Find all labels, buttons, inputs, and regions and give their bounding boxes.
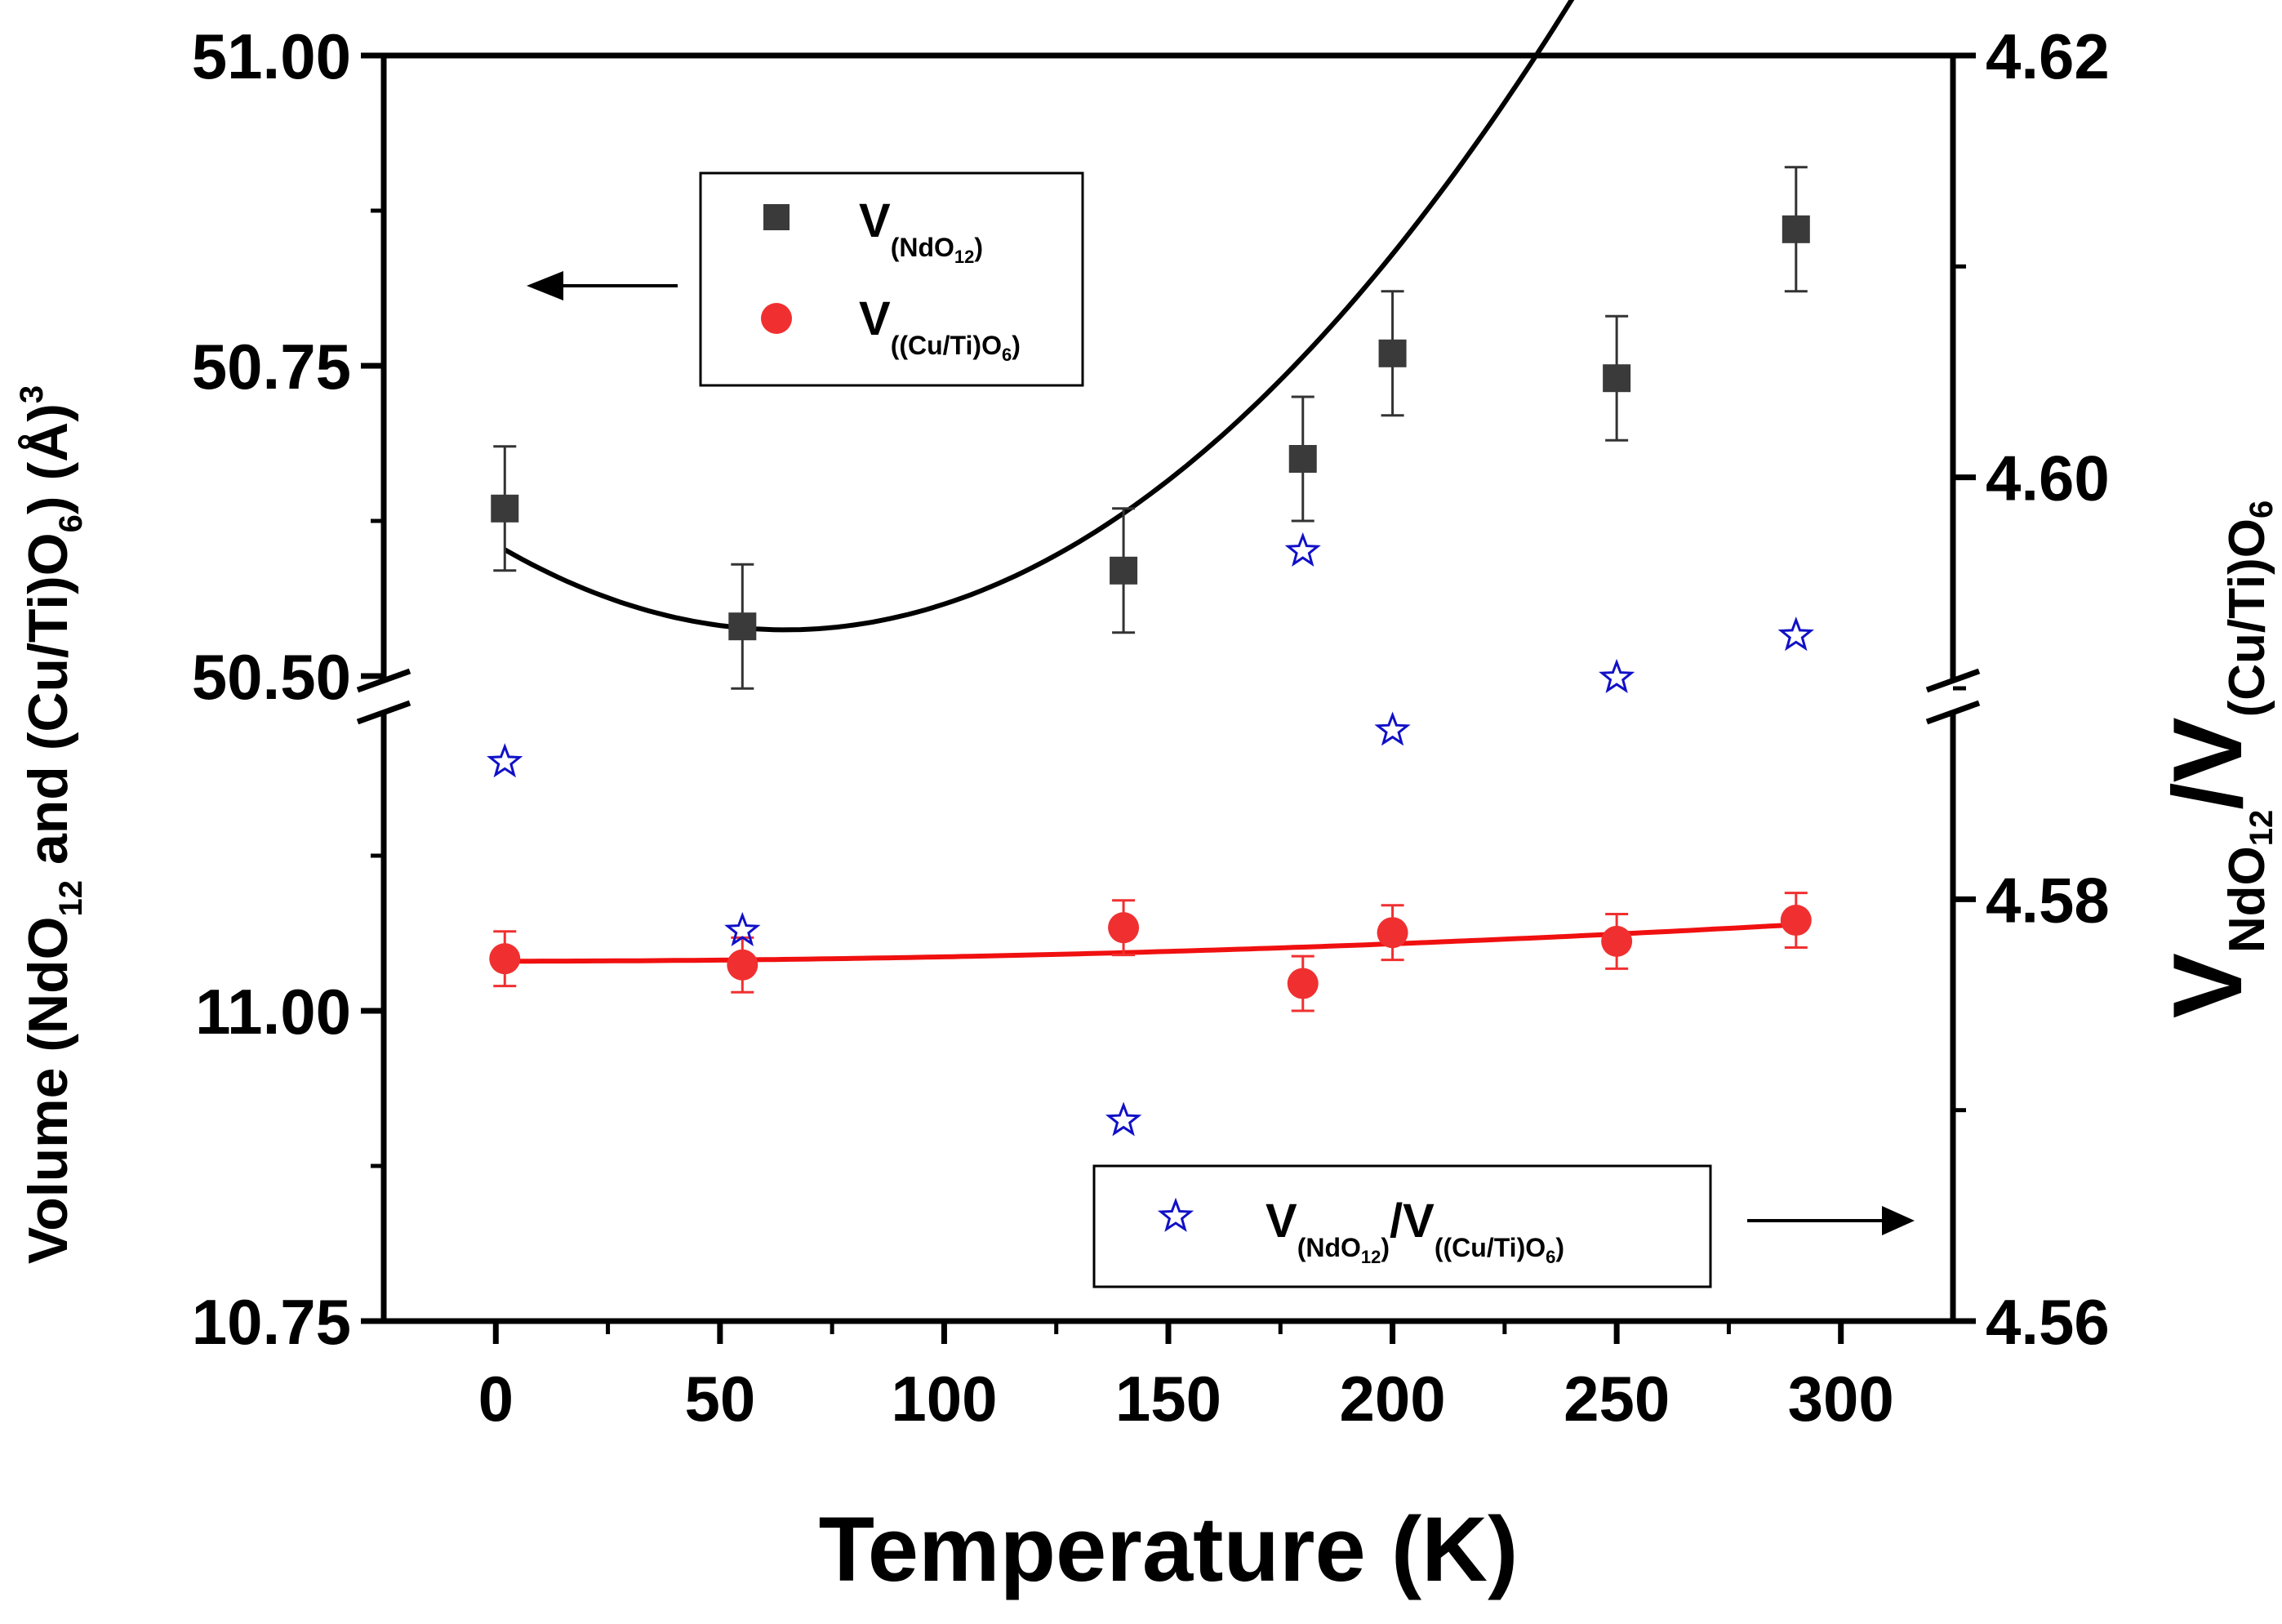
plot-frame <box>356 52 1981 1324</box>
legend-square-marker <box>763 204 790 230</box>
x-tick-label: 50 <box>684 1363 755 1435</box>
legend-ratio-sub1end: ) <box>1381 1233 1390 1262</box>
left-tick-label: 10.75 <box>192 1286 351 1358</box>
x-tick-label: 100 <box>891 1363 997 1435</box>
point-ndo12 <box>1782 215 1810 243</box>
right-tick-label: 4.62 <box>1986 20 2110 92</box>
legend-row2-sub: ((Cu/Ti)O <box>891 331 1002 360</box>
legend-ratio-sub2num: 6 <box>1546 1247 1555 1267</box>
x-tick-label: 200 <box>1340 1363 1446 1435</box>
legend-star-marker <box>1157 1197 1194 1232</box>
point-ndo12 <box>491 494 519 523</box>
point-ratio <box>1599 658 1635 693</box>
point-cutio6 <box>1780 905 1812 937</box>
point-cutio6 <box>1377 917 1408 949</box>
left-axis-title-sup: 3 <box>14 385 50 403</box>
right-axis-arrow <box>1747 1206 1915 1235</box>
right-axis-arrow-head <box>1882 1206 1915 1235</box>
legend-ratio-sub2: ((Cu/Ti)O <box>1435 1233 1546 1262</box>
legend-ratio-sub1num: 12 <box>1361 1247 1381 1267</box>
x-tick-label: 0 <box>478 1363 514 1435</box>
axis-break-right-stroke-1 <box>1925 668 1981 693</box>
legend-ratio-sub2end: ) <box>1555 1233 1564 1262</box>
legend-circle-marker <box>761 303 792 334</box>
right-tick-label: 4.60 <box>1986 443 2110 514</box>
point-ratio <box>1105 1101 1142 1137</box>
left-tick-label: 50.75 <box>192 331 351 403</box>
right-tick-label: 4.56 <box>1986 1286 2110 1358</box>
x-axis-title: Temperature (K) <box>819 1498 1519 1600</box>
left-axis-title: Volume (NdO12 and (Cu/Ti)O6) (Å)3 <box>14 385 89 1264</box>
left-tick-label: 50.50 <box>192 641 351 713</box>
right-axis-title-v2: V <box>2153 717 2262 782</box>
left-axis-ticks: 50.50 50.75 51.00 10.75 11.00 <box>192 20 384 1358</box>
left-tick-label: 11.00 <box>195 976 351 1048</box>
legend-row1-v: V <box>859 194 891 247</box>
left-axis-title-mid: and (Cu/Ti)O <box>17 532 79 880</box>
point-ndo12 <box>1288 445 1317 473</box>
point-ndo12 <box>1110 556 1138 585</box>
fit-curve <box>503 0 1575 633</box>
left-axis-title-prefix: Volume (NdO <box>17 916 79 1264</box>
point-cutio6 <box>1108 912 1140 944</box>
right-axis-title-slash: / <box>2153 782 2262 809</box>
legend-row1-subend: ) <box>974 233 983 262</box>
legend-ratio-label: V(NdO12)/V((Cu/Ti)O6) <box>1266 1195 1564 1267</box>
left-axis-title-sub2: 6 <box>53 514 89 532</box>
legend-ratio-v1: V <box>1266 1195 1297 1248</box>
right-axis-title: VNdO12/V(Cu/Ti)O6 <box>2153 501 2280 1018</box>
point-cutio6 <box>727 949 758 981</box>
axis-break-right <box>1925 668 1981 725</box>
point-cutio6 <box>1287 968 1319 999</box>
left-axis-arrow-head <box>527 271 563 300</box>
legend-ratio: V(NdO12)/V((Cu/Ti)O6) <box>1092 1164 1712 1288</box>
legend-row1-subnum: 12 <box>954 247 974 267</box>
axis-break-right-stroke-2 <box>1925 700 1981 725</box>
data-points <box>487 215 1814 1137</box>
axis-break-left <box>356 668 411 725</box>
point-ratio <box>1777 616 1814 652</box>
point-ratio <box>1374 711 1411 746</box>
legend-ratio-slash: / <box>1390 1195 1403 1248</box>
legend-row1-label: V(NdO12) <box>859 194 983 267</box>
point-cutio6 <box>489 943 521 975</box>
legend-ratio-sub1: (NdO <box>1297 1233 1361 1262</box>
x-tick-label: 250 <box>1564 1363 1670 1435</box>
axis-break-left-stroke-1 <box>356 668 411 693</box>
left-axis-title-suffix: ) (Å) <box>17 403 79 514</box>
x-axis-ticks: 0 50 100 150 200 250 300 <box>478 1321 1894 1435</box>
legend-row2-subnum: 6 <box>1002 345 1012 365</box>
legend-row2-v: V <box>859 292 891 345</box>
point-ndo12 <box>1603 364 1631 393</box>
error-bars <box>493 166 1808 1012</box>
axis-break-left-stroke-2 <box>356 700 411 725</box>
right-axis-ticks: 4.56 4.58 4.60 4.62 <box>1953 20 2110 1358</box>
point-ratio <box>487 743 523 778</box>
point-ndo12 <box>728 612 757 641</box>
legend-ratio-v2: V <box>1403 1195 1435 1248</box>
legend-volumes: V(NdO12) V((Cu/Ti)O6) <box>699 171 1084 387</box>
right-axis-title-sub1: NdO <box>2219 846 2275 953</box>
legend-ratio-box <box>1092 1164 1712 1288</box>
legend-row1-sub: (NdO <box>891 233 954 262</box>
point-ratio <box>724 911 761 946</box>
legend-row2-subend: ) <box>1012 331 1021 360</box>
x-tick-label: 150 <box>1115 1363 1221 1435</box>
point-ratio <box>1284 532 1321 567</box>
right-axis-title-sub2: (Cu/Ti)O <box>2219 518 2275 717</box>
fit-curve <box>505 922 1796 964</box>
right-tick-label: 4.58 <box>1986 864 2110 936</box>
left-tick-label: 51.00 <box>192 20 351 92</box>
right-axis-title-sub2b: 6 <box>2244 501 2280 518</box>
right-axis-title-v1: V <box>2153 953 2262 1018</box>
left-axis-arrow <box>527 271 678 300</box>
left-axis-title-sub1: 12 <box>53 880 89 917</box>
right-axis-title-sub1b: 12 <box>2244 810 2280 847</box>
point-cutio6 <box>1601 925 1633 957</box>
point-ndo12 <box>1378 339 1407 367</box>
fit-curves <box>503 0 1796 964</box>
x-tick-label: 300 <box>1788 1363 1894 1435</box>
legend-row2-label: V((Cu/Ti)O6) <box>859 292 1021 365</box>
